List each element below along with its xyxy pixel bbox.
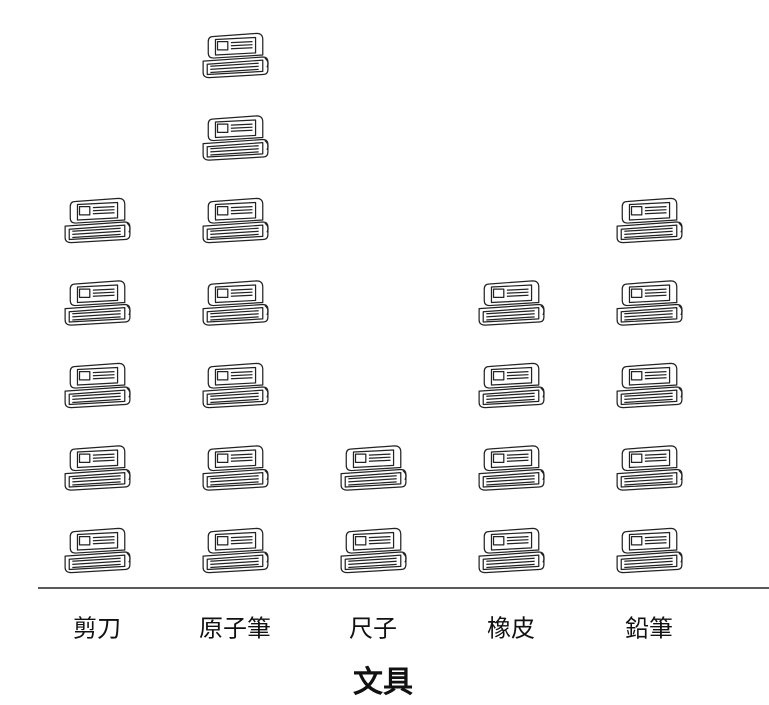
- pencil-case-icon: [202, 197, 269, 244]
- pencil-case-icon: [64, 197, 131, 244]
- pencil-case-icon: [616, 280, 683, 326]
- x-tick-label: 剪刀: [73, 615, 121, 643]
- pencil-case-icon: [64, 527, 131, 574]
- x-tick-label: 尺子: [349, 615, 397, 643]
- pencil-case-icon: [616, 445, 683, 491]
- pencil-case-icon: [64, 280, 131, 326]
- pencil-case-icon: [202, 527, 269, 574]
- pencil-case-icon: [478, 527, 545, 574]
- pencil-case-icon: [64, 445, 131, 491]
- x-tick-label: 鉛筆: [625, 615, 673, 643]
- pencil-case-icon: [202, 445, 269, 491]
- pencil-case-icon: [478, 280, 545, 326]
- x-tick-label: 橡皮: [487, 615, 535, 643]
- pencil-case-icon: [340, 445, 407, 491]
- pencil-case-icon: [202, 115, 269, 161]
- pencil-case-icon: [202, 32, 269, 79]
- x-tick-label: 原子筆: [199, 615, 271, 643]
- pencil-case-icon: [202, 362, 269, 409]
- pencil-case-icon: [616, 197, 683, 244]
- pencil-case-icon: [616, 362, 683, 409]
- pencil-case-icon: [202, 280, 269, 326]
- x-axis-title: 文具: [353, 665, 413, 700]
- icon-column: [340, 445, 407, 574]
- icon-column: [616, 197, 683, 574]
- pencil-case-icon: [64, 362, 131, 409]
- icon-column: [202, 32, 269, 574]
- pencil-case-icon: [616, 527, 683, 574]
- icon-column: [64, 197, 131, 574]
- pencil-case-icon: [478, 445, 545, 491]
- pencil-case-icon: [478, 362, 545, 409]
- pencil-case-icon: [340, 527, 407, 574]
- icon-column: [478, 280, 545, 574]
